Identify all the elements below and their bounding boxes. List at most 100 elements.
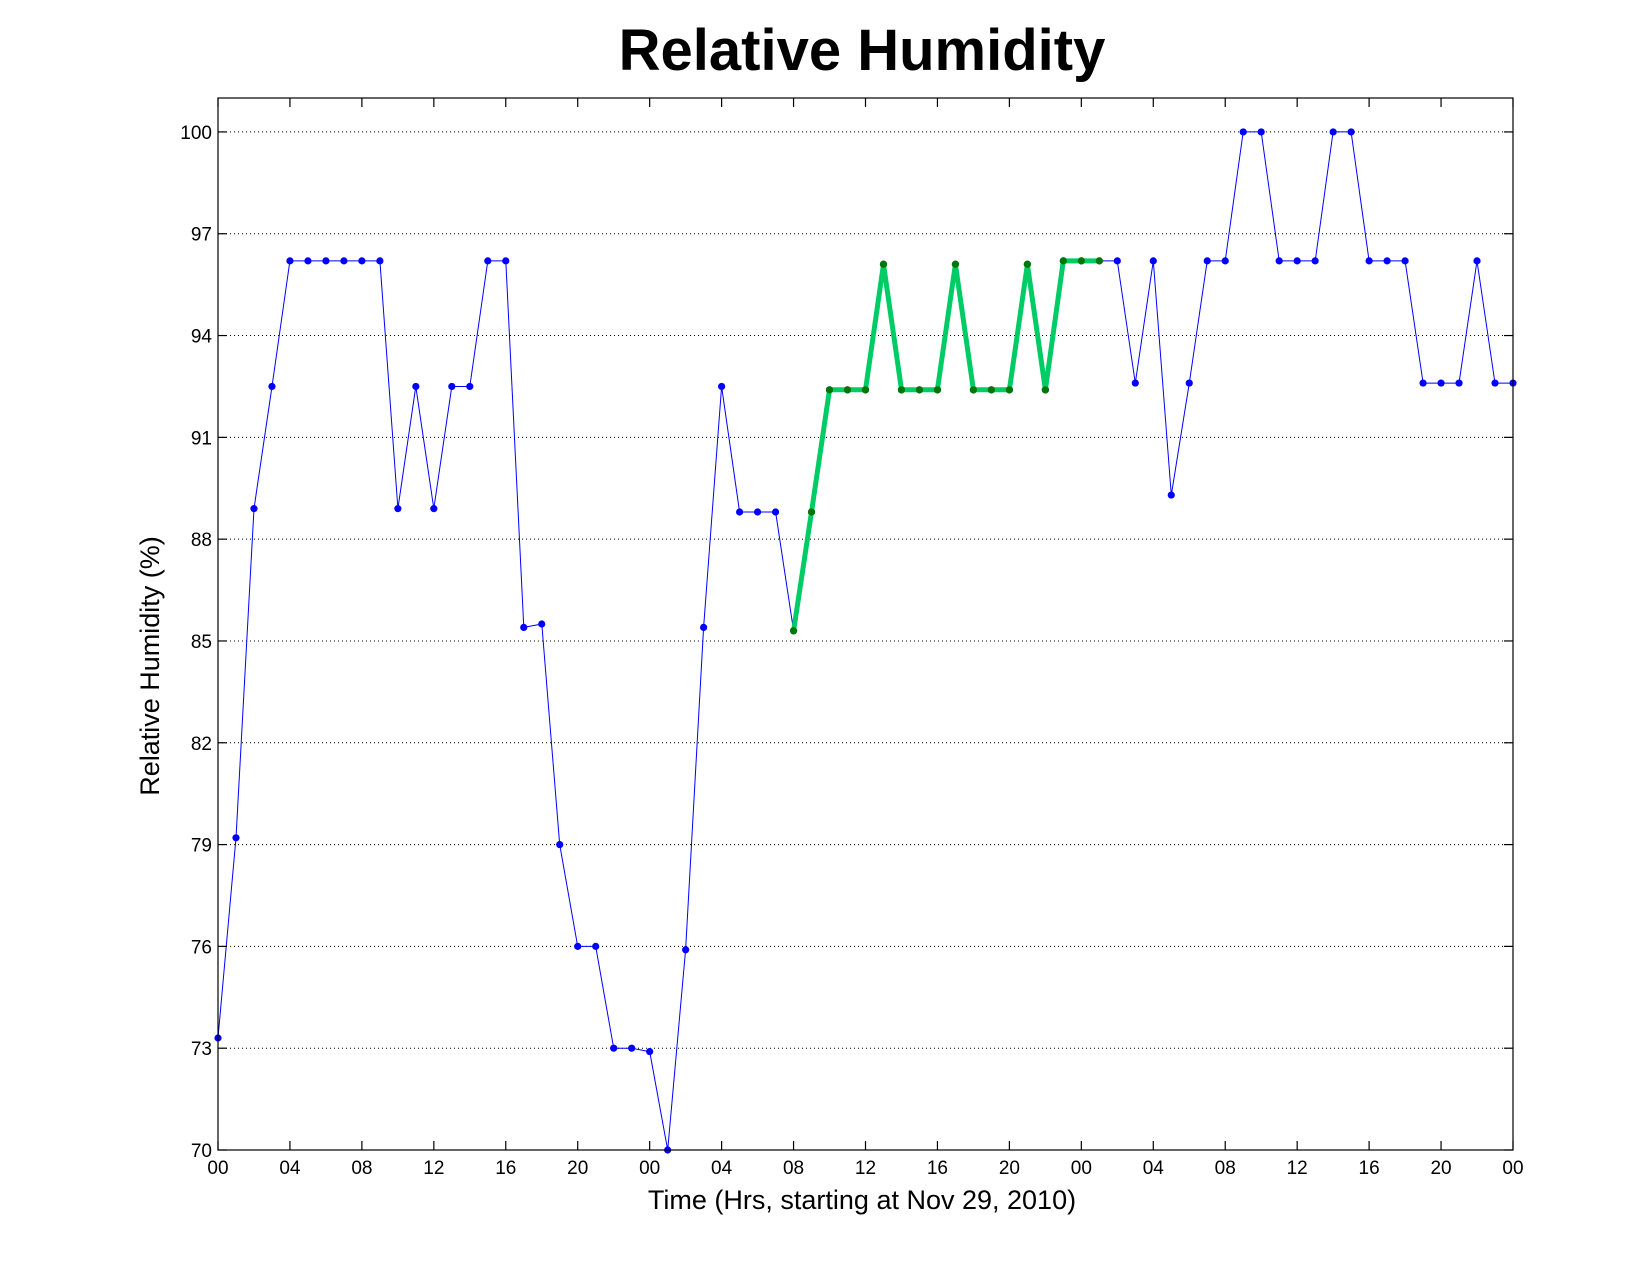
data-point [753, 508, 762, 516]
data-point [592, 942, 600, 950]
data-point [646, 1047, 654, 1056]
data-point [250, 505, 258, 513]
data-point [1059, 257, 1067, 265]
data-point [825, 386, 834, 394]
data-point [1419, 379, 1427, 387]
x-tick-label: 16 [495, 1158, 516, 1179]
data-point [843, 386, 852, 394]
data-point [286, 257, 294, 265]
data-point [1239, 128, 1247, 136]
y-tick-labels: 70 73 76 79 82 85 88 91 94 97 100 [180, 123, 212, 1162]
data-point [951, 260, 960, 268]
x-tick-label: 08 [783, 1158, 804, 1179]
x-tick-label: 04 [279, 1158, 301, 1179]
data-point [520, 623, 528, 631]
data-point [933, 386, 942, 394]
data-point [879, 260, 888, 268]
x-tick-label: 16 [927, 1158, 948, 1179]
data-point [1293, 257, 1301, 265]
data-point [987, 386, 996, 394]
data-point [1167, 491, 1175, 499]
data-point [304, 257, 312, 265]
data-point [1347, 128, 1355, 136]
data-point [628, 1044, 636, 1052]
data-point [394, 505, 402, 513]
data-point [358, 257, 366, 265]
data-point [807, 508, 816, 516]
series-line [791, 258, 1100, 632]
x-tick-label: 16 [1359, 1158, 1380, 1179]
x-tick-label: 12 [855, 1158, 876, 1179]
y-tick-label: 100 [180, 123, 212, 144]
data-point [610, 1044, 618, 1052]
x-tick-label: 20 [1430, 1158, 1451, 1179]
y-tick-label: 79 [191, 836, 212, 857]
x-tick-label: 00 [639, 1158, 660, 1179]
x-tick-label: 00 [1071, 1158, 1092, 1179]
x-tick-label: 04 [1143, 1158, 1165, 1179]
x-tick-label: 20 [567, 1158, 588, 1179]
data-point [700, 623, 708, 631]
series-layer [214, 128, 1517, 1154]
data-point [771, 508, 780, 516]
data-point [232, 834, 240, 842]
data-point [484, 257, 492, 265]
data-point [538, 620, 546, 628]
data-point [412, 382, 420, 391]
data-point [1041, 386, 1049, 394]
data-point [376, 257, 384, 265]
x-tick-label: 12 [423, 1158, 444, 1179]
data-point [682, 946, 690, 954]
x-tick-label: 08 [351, 1158, 372, 1179]
data-point [1365, 257, 1373, 265]
data-point [1275, 257, 1283, 265]
y-tick-label: 88 [191, 530, 212, 551]
y-tick-label: 85 [191, 632, 212, 653]
data-point [1203, 257, 1211, 265]
x-tick-label: 04 [711, 1158, 733, 1179]
data-point [789, 627, 798, 635]
data-point [1329, 128, 1337, 136]
data-point [1023, 260, 1031, 268]
x-tick-label: 12 [1287, 1158, 1308, 1179]
data-point [466, 382, 474, 391]
y-tick-label: 94 [191, 327, 213, 348]
data-point [1383, 257, 1391, 265]
data-point [448, 382, 456, 391]
data-point [1491, 379, 1499, 387]
x-tick-labels: 00 04 08 12 16 20 00 04 08 12 16 20 00 04 08 12 16 20 00 [207, 1158, 1523, 1179]
data-point [322, 257, 330, 265]
x-tick-label: 00 [207, 1158, 228, 1179]
ticks-layer [217, 98, 1514, 1151]
data-point [502, 257, 510, 265]
y-tick-label: 82 [191, 734, 212, 755]
y-tick-label: 70 [191, 1141, 212, 1162]
data-point [1149, 257, 1157, 265]
data-point [1113, 257, 1121, 265]
data-point [969, 386, 978, 394]
data-point [556, 840, 564, 849]
y-tick-label: 73 [191, 1039, 212, 1060]
chart-title: Relative Humidity [619, 18, 1106, 83]
data-point [1185, 379, 1193, 387]
data-point [1131, 379, 1139, 387]
data-point [897, 386, 906, 394]
data-point [574, 942, 582, 950]
data-point [1455, 379, 1463, 387]
data-point [735, 508, 744, 516]
data-point [430, 505, 438, 513]
data-point [1077, 257, 1085, 265]
x-tick-label: 00 [1502, 1158, 1523, 1179]
y-axis-label: Relative Humidity (%) [135, 536, 165, 796]
x-axis-label: Time (Hrs, starting at Nov 29, 2010) [648, 1185, 1076, 1215]
x-tick-label: 20 [999, 1158, 1020, 1179]
grid-layer [218, 131, 1513, 1049]
data-point [1095, 257, 1103, 265]
y-tick-label: 97 [191, 225, 212, 246]
data-point [915, 386, 924, 394]
data-point [268, 382, 276, 391]
plot-area-frame [217, 97, 1514, 1151]
data-point [1005, 386, 1013, 394]
data-point [340, 257, 348, 265]
